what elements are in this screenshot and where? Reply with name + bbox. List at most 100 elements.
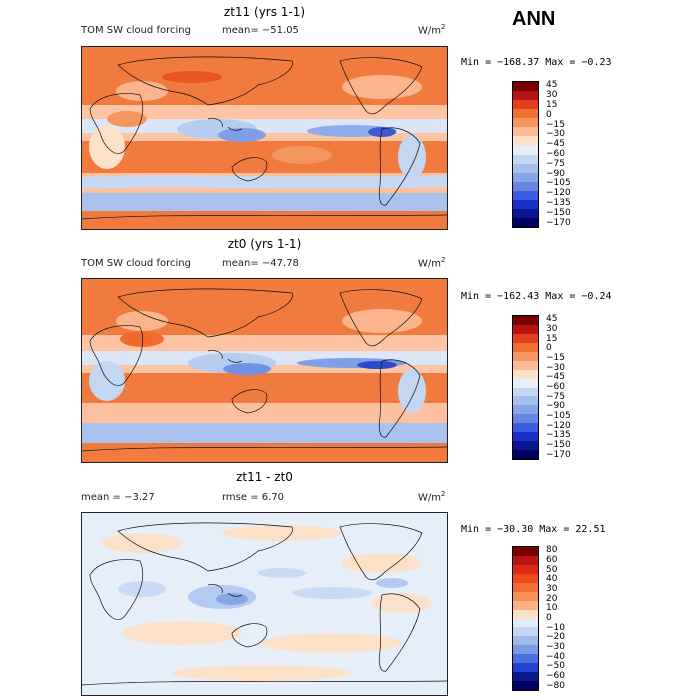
colorbar-level-label: −135 <box>546 197 571 208</box>
colorbar-level-label: −90 <box>546 401 565 412</box>
panel3-title: zt11 - zt0 <box>236 470 293 484</box>
colorbar-level-label: −170 <box>546 449 571 460</box>
colorbar-swatch <box>513 127 538 137</box>
colorbar-level-label: −30 <box>546 129 565 140</box>
colorbar-level-label: −105 <box>546 178 571 189</box>
colorbar-swatch <box>513 199 538 209</box>
colorbar-level-label: −45 <box>546 139 565 150</box>
panel1-mean: mean= −51.05 <box>222 25 299 36</box>
colorbar-swatch <box>513 217 538 227</box>
colorbar-level-label: 10 <box>546 603 558 614</box>
colorbar-swatch <box>513 118 538 128</box>
colorbar-level-label: −45 <box>546 372 565 383</box>
panel2-map <box>81 278 448 463</box>
colorbar-swatch <box>513 100 538 110</box>
colorbar-swatch <box>513 591 538 601</box>
panel1-colorbar-labels: 45 30 15 0 −15 −30 −45 −60 −75 −90 −105 −120 −135 −15… <box>546 81 571 228</box>
colorbar-swatch <box>513 387 538 397</box>
panel2-units: W/m2 <box>418 256 446 270</box>
colorbar-swatch <box>513 555 538 565</box>
colorbar-level-label: 30 <box>546 323 558 334</box>
panel3-rmse: rmse = 6.70 <box>222 492 285 503</box>
colorbar-swatch <box>513 181 538 191</box>
panel3-minmax: Min = −30.30 Max = 22.51 <box>461 524 606 535</box>
colorbar-level-label: −150 <box>546 439 571 450</box>
colorbar-level-label: 45 <box>546 314 558 325</box>
panel2-title: zt0 (yrs 1-1) <box>227 237 302 251</box>
colorbar-swatch <box>513 82 538 92</box>
colorbar-swatch <box>513 172 538 182</box>
colorbar-level-label: −20 <box>546 632 565 643</box>
colorbar-level-label: 45 <box>546 80 558 91</box>
colorbar-level-label: −120 <box>546 188 571 199</box>
colorbar-swatch <box>513 573 538 583</box>
colorbar-level-label: −135 <box>546 430 571 441</box>
colorbar-swatch <box>513 342 538 352</box>
colorbar-swatch <box>513 441 538 451</box>
colorbar-swatch <box>513 450 538 459</box>
colorbar-swatch <box>513 190 538 200</box>
colorbar-level-label: −60 <box>546 670 565 681</box>
colorbar-level-label: −120 <box>546 420 571 431</box>
colorbar-level-label: 0 <box>546 612 552 623</box>
colorbar-level-label: −30 <box>546 362 565 373</box>
colorbar-level-label: −75 <box>546 391 565 402</box>
colorbar-level-label: −50 <box>546 661 565 672</box>
colorbar-swatch <box>513 423 538 433</box>
panel2-colorbar-labels: 45 30 15 0 −15 −30 −45 −60 −75 −90 −105 −120 −135 −15… <box>546 315 571 460</box>
colorbar-level-label: 0 <box>546 343 552 354</box>
colorbar-level-label: 30 <box>546 583 558 594</box>
colorbar-level-label: 60 <box>546 554 558 565</box>
colorbar-level-label: −60 <box>546 381 565 392</box>
colorbar-swatch <box>513 136 538 146</box>
colorbar-swatch <box>513 681 538 690</box>
colorbar-swatch <box>513 163 538 173</box>
colorbar-swatch <box>513 654 538 664</box>
colorbar-level-label: −80 <box>546 680 565 691</box>
colorbar-level-label: 30 <box>546 90 558 101</box>
panel2-mean: mean= −47.78 <box>222 258 299 269</box>
colorbar-swatch <box>513 351 538 361</box>
colorbar-swatch <box>513 378 538 388</box>
colorbar-level-label: 15 <box>546 333 558 344</box>
colorbar-level-label: −105 <box>546 410 571 421</box>
panel2-minmax: Min = −162.43 Max = −0.24 <box>461 291 612 302</box>
colorbar-level-label: −150 <box>546 207 571 218</box>
colorbar-swatch <box>513 396 538 406</box>
colorbar-level-label: −40 <box>546 651 565 662</box>
panel1-minmax: Min = −168.37 Max = −0.23 <box>461 57 612 68</box>
colorbar-swatch <box>513 627 538 637</box>
colorbar-swatch <box>513 645 538 655</box>
colorbar-swatch <box>513 414 538 424</box>
colorbar-swatch <box>513 636 538 646</box>
panel2-variable: TOM SW cloud forcing <box>81 258 191 269</box>
panel1-variable: TOM SW cloud forcing <box>81 25 191 36</box>
colorbar-swatch <box>513 324 538 334</box>
colorbar-swatch <box>513 316 538 325</box>
colorbar-swatch <box>513 145 538 155</box>
colorbar-swatch <box>513 109 538 119</box>
colorbar-swatch <box>513 663 538 673</box>
panel3-units: W/m2 <box>418 490 446 504</box>
panel3-colorbar <box>512 546 539 691</box>
panel3-mean: mean = −3.27 <box>81 492 155 503</box>
panel2-colorbar <box>512 315 539 460</box>
colorbar-level-label: 0 <box>546 109 552 120</box>
colorbar-swatch <box>513 91 538 101</box>
colorbar-level-label: 20 <box>546 593 558 604</box>
colorbar-level-label: −10 <box>546 622 565 633</box>
colorbar-swatch <box>513 609 538 619</box>
colorbar-swatch <box>513 672 538 682</box>
colorbar-swatch <box>513 600 538 610</box>
colorbar-level-label: 40 <box>546 574 558 585</box>
panel1-title: zt11 (yrs 1-1) <box>223 5 306 19</box>
colorbar-level-label: −170 <box>546 217 571 228</box>
colorbar-level-label: −15 <box>546 119 565 130</box>
panel1-colorbar <box>512 81 539 228</box>
colorbar-level-label: −75 <box>546 158 565 169</box>
season-label: ANN <box>512 8 556 30</box>
colorbar-swatch <box>513 360 538 370</box>
panel1-units: W/m2 <box>418 23 446 37</box>
colorbar-swatch <box>513 405 538 415</box>
panel1-map <box>81 46 448 230</box>
